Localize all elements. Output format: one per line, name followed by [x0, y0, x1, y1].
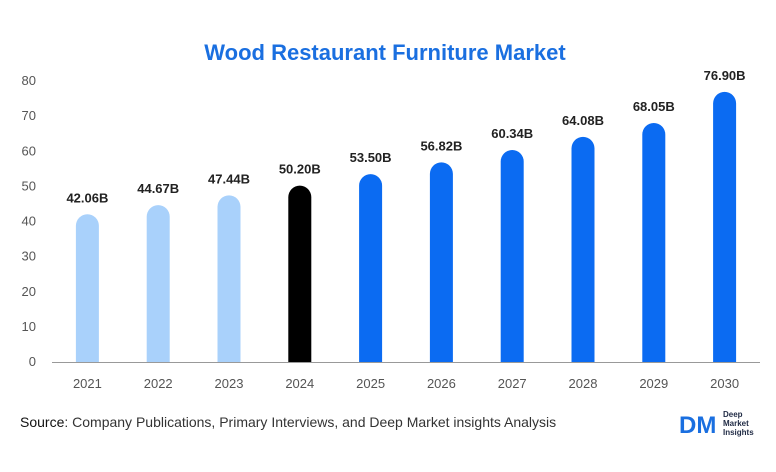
- bar-2029: [642, 122, 666, 362]
- x-tick-label: 2025: [356, 376, 385, 391]
- data-label-2022: 44.67B: [137, 181, 179, 196]
- x-tick-label: 2028: [569, 376, 598, 391]
- x-tick-label: 2024: [285, 376, 314, 391]
- y-tick-label: 0: [29, 354, 36, 369]
- x-tick-label: 2022: [144, 376, 173, 391]
- bar-2030: [713, 91, 737, 363]
- logo-text: Deep Market Insights: [723, 410, 754, 437]
- company-logo: DM Deep Market Insights: [679, 410, 754, 437]
- logo-line-1: Deep: [723, 410, 743, 419]
- data-label-2023: 47.44B: [208, 171, 250, 186]
- data-label-2029: 68.05B: [633, 99, 675, 114]
- logo-line-2: Market: [723, 419, 749, 428]
- data-label-2021: 42.06B: [66, 190, 108, 205]
- y-axis: 0 10 20 30 40 50 60 70 80: [22, 73, 36, 369]
- source-text: : Company Publications, Primary Intervie…: [64, 414, 557, 430]
- bar-2024: [288, 185, 312, 362]
- data-label-2028: 64.08B: [562, 113, 604, 128]
- x-tick-label: 2023: [215, 376, 244, 391]
- x-axis-ticks: 2021 2022 2023 2024 2025 2026 2027 2028 2029 2030: [73, 376, 739, 391]
- bar-2021: [75, 214, 99, 362]
- y-tick-label: 60: [22, 143, 36, 158]
- dm-logo-icon: DM: [679, 412, 716, 437]
- y-tick-label: 20: [22, 284, 36, 299]
- bars: [75, 91, 737, 363]
- bar-2025: [359, 174, 383, 362]
- y-tick-label: 80: [22, 73, 36, 88]
- y-tick-label: 70: [22, 108, 36, 123]
- bar-2028: [571, 136, 595, 362]
- logo-line-3: Insights: [723, 428, 754, 437]
- bar-2023: [217, 195, 241, 362]
- bar-2027: [500, 150, 524, 362]
- y-tick-label: 30: [22, 249, 36, 264]
- x-tick-label: 2026: [427, 376, 456, 391]
- y-tick-label: 40: [22, 214, 36, 229]
- logo-mark: DM: [679, 412, 716, 437]
- data-label-2027: 60.34B: [491, 126, 533, 141]
- x-tick-label: 2027: [498, 376, 527, 391]
- x-tick-label: 2029: [639, 376, 668, 391]
- data-label-2024: 50.20B: [279, 162, 321, 177]
- source-key: Source: [20, 414, 65, 430]
- bar-labels: 42.06B 44.67B 47.44B 50.20B 53.50B 56.82B 60.3…: [66, 68, 745, 205]
- data-label-2030: 76.90B: [704, 68, 746, 83]
- y-tick-label: 10: [22, 319, 36, 334]
- chart-title: Wood Restaurant Furniture Market: [204, 40, 566, 65]
- x-tick-label: 2021: [73, 376, 102, 391]
- y-tick-label: 50: [22, 178, 36, 193]
- x-tick-label: 2030: [710, 376, 739, 391]
- source-note: Source: Company Publications, Primary In…: [20, 414, 556, 430]
- data-label-2026: 56.82B: [420, 138, 462, 153]
- bar-2022: [146, 205, 170, 362]
- data-label-2025: 53.50B: [350, 150, 392, 165]
- bar-2026: [429, 162, 453, 362]
